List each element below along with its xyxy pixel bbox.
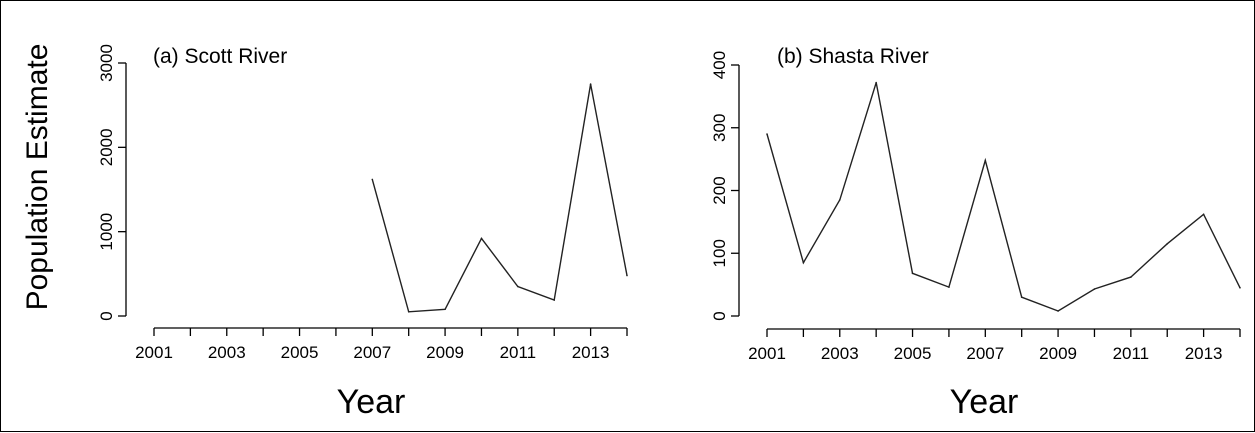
panel-a-y-axis-title: Population Estimate bbox=[21, 44, 54, 311]
panel-a-y-tick-label: 2000 bbox=[97, 128, 116, 166]
panel-a-y-tick-label: 0 bbox=[97, 311, 116, 320]
panel-a-data-point bbox=[517, 285, 519, 288]
panel-b-x-axis-title: Year bbox=[950, 383, 1019, 421]
panel-scott-river: (a) Scott River Population Estimate Year… bbox=[21, 44, 628, 421]
panel-b-title: (b) Shasta River bbox=[777, 45, 929, 68]
panel-b-series-line bbox=[766, 82, 1241, 312]
panel-b-x-tick-label: 2005 bbox=[894, 344, 932, 363]
panel-a-x-tick-label: 2003 bbox=[208, 343, 246, 362]
panel-a-x-tick-label: 2011 bbox=[500, 343, 537, 362]
panel-b-y-tick-label: 200 bbox=[710, 176, 729, 204]
panel-b-data-point bbox=[1020, 296, 1023, 298]
panel-b-data-point bbox=[948, 286, 950, 288]
panel-a-x-tick-label: 2001 bbox=[135, 343, 173, 362]
panel-a-x-tick-label: 2007 bbox=[353, 343, 391, 362]
panel-a-data-point bbox=[444, 308, 446, 311]
panel-b-x-tick-label: 2003 bbox=[821, 344, 859, 363]
panel-b-x-tick-label: 2011 bbox=[1113, 344, 1150, 363]
panel-a-data-point bbox=[371, 178, 374, 181]
panel-b-data-point bbox=[802, 261, 805, 264]
panel-b-data-point bbox=[1057, 310, 1059, 312]
panel-b-data-point bbox=[911, 272, 914, 275]
panel-b-data-point bbox=[875, 81, 877, 84]
panel-b-data-point bbox=[1130, 276, 1132, 278]
panel-b-data-point bbox=[1093, 288, 1096, 290]
panel-b-x-tick-label: 2001 bbox=[748, 344, 786, 363]
panel-b-data-point bbox=[1166, 243, 1169, 245]
panel-shasta-river: (b) Shasta River Year 2001 2003 2005 2007 20… bbox=[710, 45, 1241, 421]
panel-b-y-tick-label: 100 bbox=[710, 239, 729, 267]
panel-b-data-point bbox=[984, 159, 987, 162]
panel-a-data-point bbox=[407, 310, 410, 313]
panel-a-y-tick-label: 1000 bbox=[97, 213, 116, 251]
panel-b-x-tick-label: 2009 bbox=[1039, 344, 1077, 363]
panel-a-x-tick-label: 2009 bbox=[426, 343, 464, 362]
panel-b-y-tick-label: 0 bbox=[710, 311, 729, 320]
panel-a-data-point bbox=[480, 237, 483, 240]
panel-b-y-tick-label: 400 bbox=[710, 51, 729, 79]
panel-a-x-tick-label: 2013 bbox=[572, 343, 610, 362]
panel-a-data-point bbox=[626, 274, 628, 277]
panel-a-data-point bbox=[553, 299, 556, 301]
panel-a-data-point bbox=[589, 83, 592, 85]
panel-b-data-point bbox=[766, 133, 768, 135]
panel-b-x-tick-label: 2013 bbox=[1185, 344, 1223, 363]
panel-a-series-line bbox=[371, 83, 628, 313]
panel-b-y-tick-label: 300 bbox=[710, 114, 729, 142]
panel-a-y-tick-label: 3000 bbox=[97, 44, 116, 82]
panel-a-title: (a) Scott River bbox=[153, 45, 287, 68]
panel-b-data-point bbox=[838, 199, 841, 201]
panel-b-data-point bbox=[1202, 213, 1205, 216]
panel-b-x-tick-label: 2007 bbox=[966, 344, 1004, 363]
panel-a-x-tick-label: 2005 bbox=[281, 343, 319, 362]
panel-b-data-point bbox=[1239, 286, 1241, 289]
panel-a-x-axis-title: Year bbox=[337, 383, 406, 421]
